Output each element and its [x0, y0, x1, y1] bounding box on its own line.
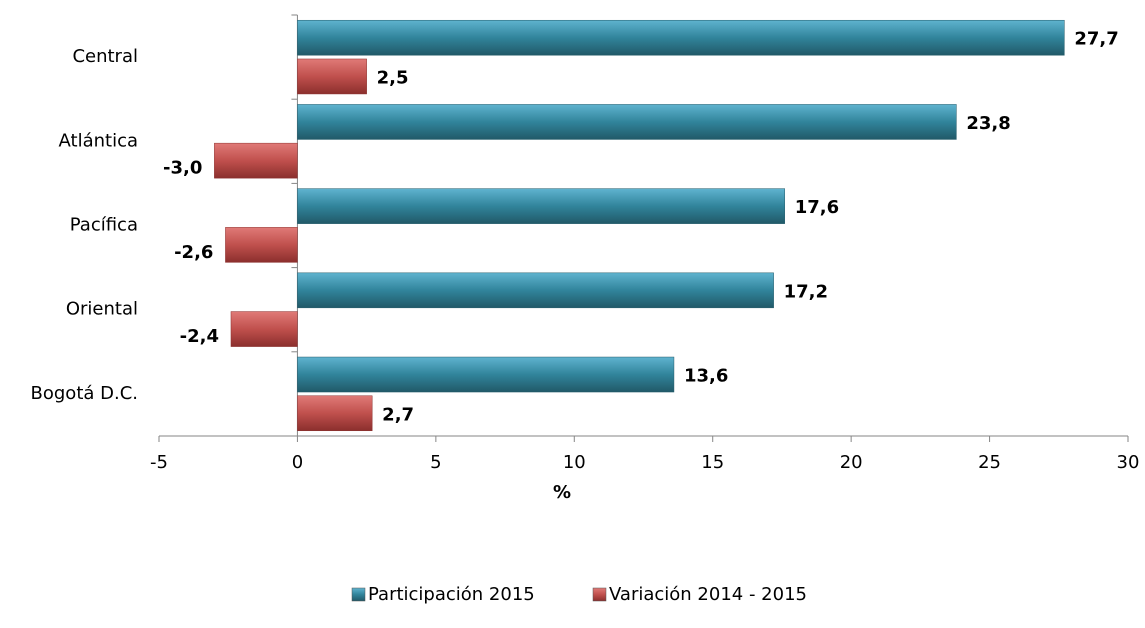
bar [225, 227, 298, 263]
value-label: -2,4 [180, 326, 219, 347]
value-label: -3,0 [163, 158, 202, 179]
y-tick-label: Oriental [66, 299, 138, 320]
bar [297, 395, 373, 432]
bar [297, 356, 675, 393]
value-label: 27,7 [1074, 29, 1118, 50]
x-tick-label: 25 [978, 452, 1001, 473]
legend-swatch [351, 587, 366, 602]
x-tick-label: 30 [1117, 452, 1140, 473]
value-label: 23,8 [966, 113, 1010, 134]
x-axis-label: % [553, 482, 571, 503]
value-label: 2,5 [377, 67, 409, 88]
y-tick-label: Bogotá D.C. [31, 383, 138, 404]
bar [297, 104, 957, 140]
y-tick-label: Pacífica [70, 215, 138, 236]
legend-label: Variación 2014 - 2015 [609, 584, 807, 605]
y-tick-label: Atlántica [59, 130, 138, 151]
legend-label: Participación 2015 [368, 584, 535, 605]
bar [230, 311, 298, 347]
y-tick-label: Central [72, 46, 138, 67]
value-label: -2,6 [174, 242, 213, 263]
x-tick-label: 0 [292, 452, 303, 473]
x-tick-label: 5 [430, 452, 441, 473]
bar [297, 188, 785, 224]
bar [297, 272, 774, 309]
value-label: 17,2 [784, 281, 828, 302]
x-tick-label: -5 [150, 452, 168, 473]
bar [214, 142, 298, 179]
x-tick-label: 15 [701, 452, 724, 473]
bar [297, 58, 367, 95]
x-tick-label: 10 [563, 452, 586, 473]
value-label: 2,7 [382, 404, 414, 425]
value-label: 17,6 [795, 197, 839, 218]
value-label: 13,6 [684, 366, 728, 387]
x-tick-label: 20 [840, 452, 863, 473]
legend-swatch [592, 587, 607, 602]
bar [297, 19, 1065, 56]
